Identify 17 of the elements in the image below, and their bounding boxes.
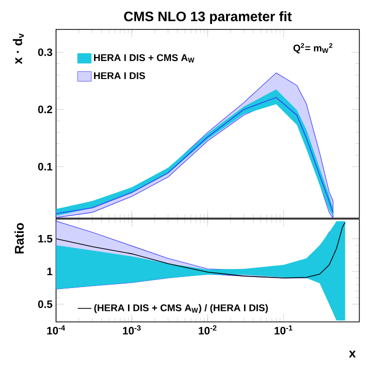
y-tick-label: 0.2 [38,106,52,114]
x-axis-title: x [348,350,356,358]
legend-label: (HERA I DIS + CMS A$_{W}$) / (HERA I DIS) [94,304,268,314]
x-tick-label: 10$^{-4}$ [47,325,66,334]
y-tick-label: 0.1 [38,162,52,171]
legend-label: HERA I DIS + CMS A$_{W}$ [94,54,194,63]
legend-label: HERA I DIS [94,72,146,80]
x-tick-label: 10$^{-1}$ [274,325,292,334]
y-axis-title: x · d$_{v}$ [12,33,24,64]
y-tick-label: 0.5 [38,300,52,308]
x-tick-label: 10$^{-3}$ [123,325,141,335]
y-tick-label: 0.3 [38,48,52,56]
y-axis-title: Ratio [14,223,24,254]
y-tick-label: 1.5 [38,235,52,243]
y-tick-label: 1 [47,268,52,276]
x-tick-label: 10$^{-2}$ [198,325,216,335]
chart-title: CMS NLO 13 parameter fit [124,11,292,24]
